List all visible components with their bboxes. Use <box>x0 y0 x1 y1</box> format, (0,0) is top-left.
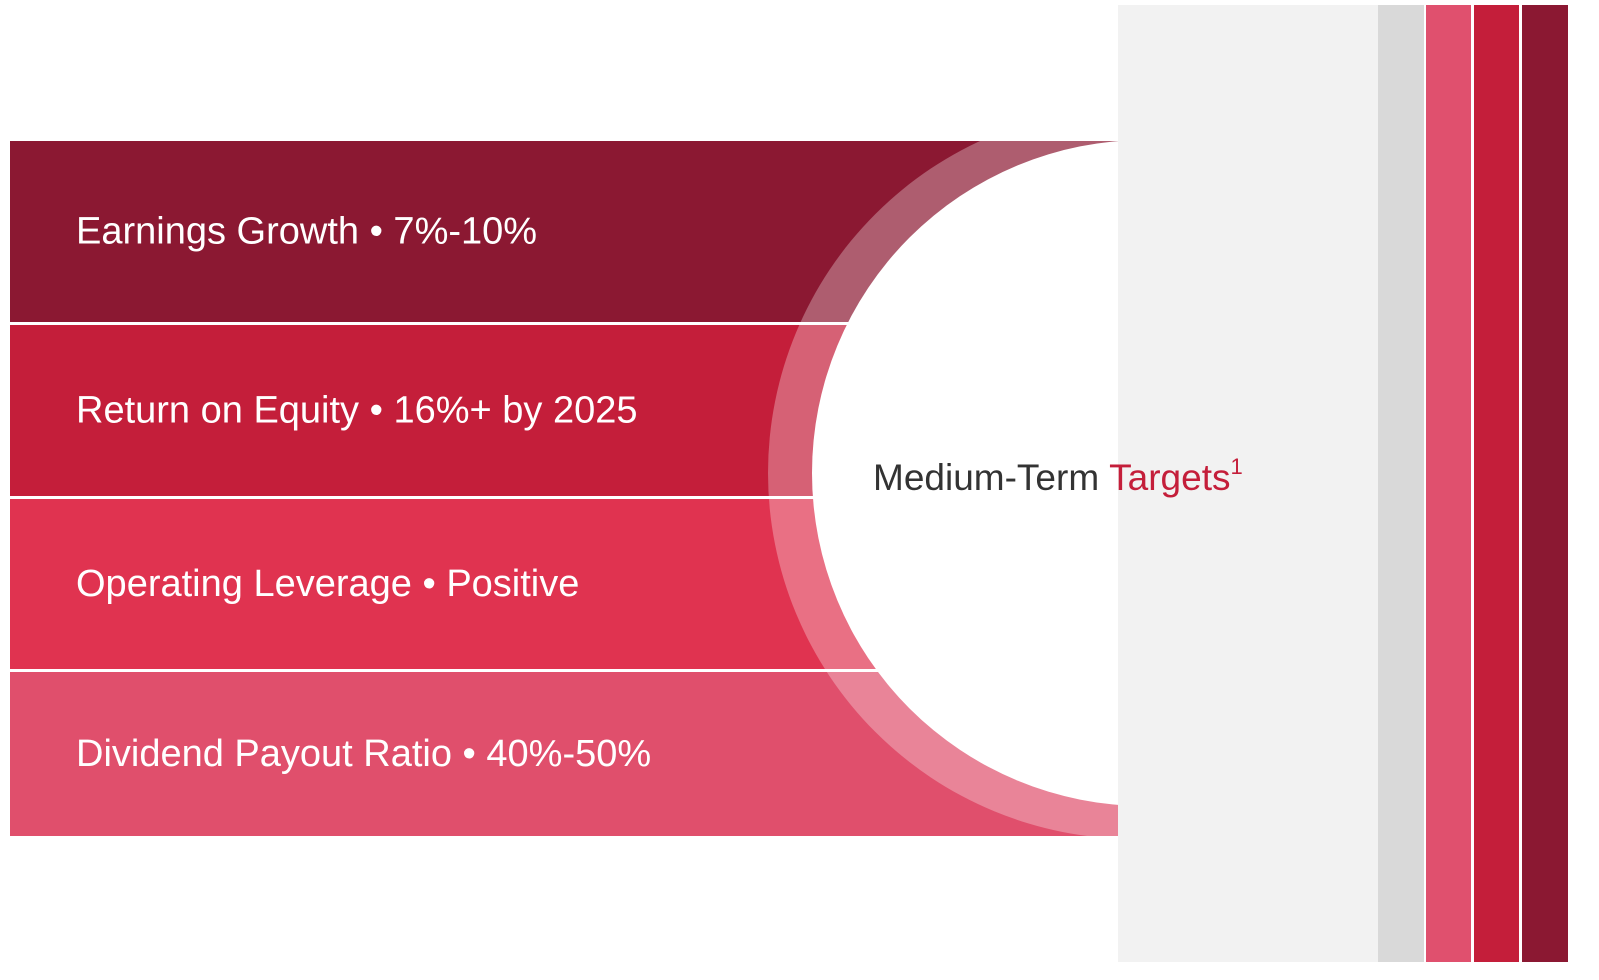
target-label: Operating Leverage • Positive <box>76 563 579 605</box>
center-title-main: Medium-Term <box>873 457 1099 498</box>
target-label: Dividend Payout Ratio • 40%-50% <box>76 733 651 775</box>
center-title: Medium-Term Targets1 <box>873 454 1243 498</box>
stripe <box>1474 5 1519 962</box>
side-panel <box>1118 5 1378 962</box>
stripe <box>1522 5 1568 962</box>
center-title-accent: Targets <box>1109 457 1230 498</box>
stripe <box>1426 5 1471 962</box>
stripe <box>1378 5 1424 962</box>
side-panel-edge <box>1118 5 1128 962</box>
target-label: Earnings Growth • 7%-10% <box>76 211 537 253</box>
footnote-mark: 1 <box>1230 454 1242 479</box>
circle <box>812 141 1118 805</box>
target-label: Return on Equity • 16%+ by 2025 <box>76 390 638 432</box>
circle-group <box>768 107 1118 839</box>
